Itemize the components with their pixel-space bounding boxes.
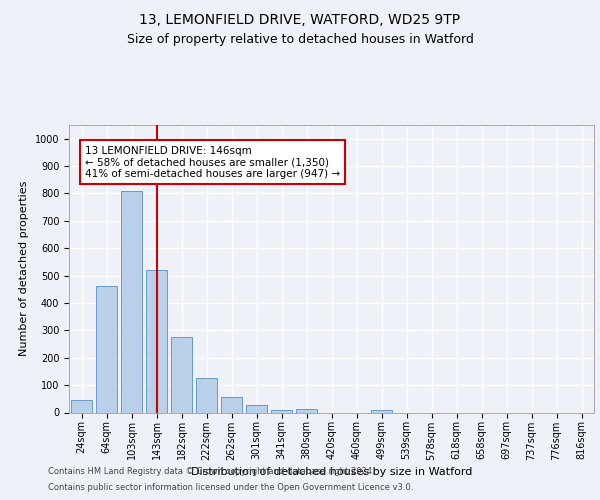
Bar (96, 286, 117, 412)
Bar (296, 409, 317, 412)
Bar (196, 378, 217, 412)
Bar (271, 410, 292, 412)
Bar (71, 400, 92, 412)
Text: Size of property relative to detached houses in Watford: Size of property relative to detached ho… (127, 32, 473, 46)
Bar (146, 270, 167, 412)
Bar (121, 190, 142, 412)
Text: 13 LEMONFIELD DRIVE: 146sqm
← 58% of detached houses are smaller (1,350)
41% of : 13 LEMONFIELD DRIVE: 146sqm ← 58% of det… (85, 146, 340, 178)
Text: Contains HM Land Registry data © Crown copyright and database right 2024.: Contains HM Land Registry data © Crown c… (48, 467, 374, 476)
Bar (371, 410, 392, 412)
Bar (171, 337, 192, 412)
Bar (221, 396, 242, 412)
Text: 13, LEMONFIELD DRIVE, WATFORD, WD25 9TP: 13, LEMONFIELD DRIVE, WATFORD, WD25 9TP (139, 12, 461, 26)
Bar (246, 406, 267, 412)
Y-axis label: Number of detached properties: Number of detached properties (19, 181, 29, 356)
X-axis label: Distribution of detached houses by size in Watford: Distribution of detached houses by size … (191, 466, 472, 476)
Text: Contains public sector information licensed under the Open Government Licence v3: Contains public sector information licen… (48, 484, 413, 492)
